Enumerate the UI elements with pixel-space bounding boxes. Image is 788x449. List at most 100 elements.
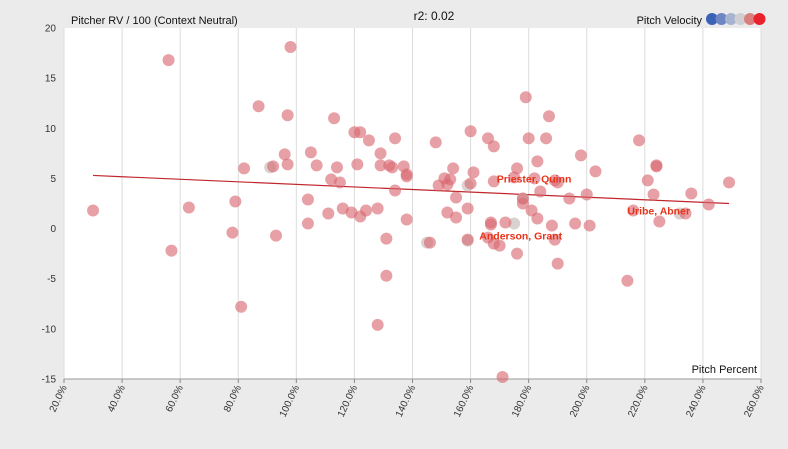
- data-point: [528, 172, 541, 185]
- data-point: [301, 217, 314, 230]
- chart-title: r2: 0.02: [414, 9, 455, 23]
- data-point: [467, 166, 480, 179]
- data-point: [542, 110, 555, 123]
- data-point: [685, 187, 698, 200]
- data-point: [360, 204, 373, 217]
- data-point: [229, 195, 242, 208]
- data-point: [516, 197, 529, 210]
- player-label: Uribe, Abner: [627, 206, 690, 218]
- y-tick-label: 20: [45, 24, 57, 35]
- color-legend: [706, 13, 766, 25]
- data-point: [270, 229, 283, 242]
- data-point: [330, 161, 343, 174]
- data-point: [548, 233, 561, 246]
- data-point: [569, 217, 582, 230]
- data-point: [641, 174, 654, 187]
- data-point: [551, 257, 564, 270]
- x-axis-title: Pitch Percent: [692, 364, 757, 376]
- data-point: [531, 212, 544, 225]
- data-point: [267, 160, 280, 173]
- data-point: [284, 41, 297, 54]
- y-tick-label: 5: [50, 174, 56, 185]
- data-point: [447, 162, 460, 175]
- data-point: [333, 176, 346, 189]
- x-tick-label: 160.0%: [452, 384, 476, 419]
- color-legend-title: Pitch Velocity: [637, 15, 703, 27]
- data-point: [519, 91, 532, 104]
- data-point: [226, 226, 239, 239]
- data-point: [450, 211, 463, 224]
- data-point: [444, 173, 457, 186]
- trendline: [93, 174, 730, 205]
- data-point: [351, 158, 364, 171]
- data-point: [679, 207, 692, 220]
- data-point: [650, 160, 663, 173]
- x-tick-label: 120.0%: [336, 384, 360, 419]
- y-tick-label: 15: [45, 74, 57, 85]
- x-tick-label: 260.0%: [742, 384, 766, 419]
- data-point: [627, 204, 640, 217]
- data-point: [423, 236, 436, 249]
- data-point: [386, 161, 399, 174]
- data-point: [371, 318, 384, 331]
- x-tick-label: 140.0%: [394, 384, 418, 419]
- data-point: [484, 218, 497, 231]
- data-point: [304, 146, 317, 159]
- data-point: [464, 177, 477, 190]
- y-tick-label: 0: [50, 224, 56, 235]
- data-point: [511, 162, 524, 175]
- data-point: [374, 147, 387, 160]
- annotations-layer: Priester, Quinn Anderson, Grant Uribe, Abn…: [479, 173, 690, 242]
- data-point: [583, 219, 596, 232]
- data-point: [499, 216, 512, 229]
- legend-swatch: [725, 13, 737, 25]
- data-point: [281, 158, 294, 171]
- data-point: [508, 171, 521, 184]
- x-tick-label: 220.0%: [626, 384, 650, 419]
- data-point: [301, 193, 314, 206]
- data-point: [87, 204, 100, 217]
- y-tick-label: -10: [42, 324, 57, 335]
- grid: [63, 28, 762, 379]
- data-point: [371, 202, 384, 215]
- legend-swatch: [734, 13, 747, 25]
- data-point: [400, 170, 413, 183]
- x-tick-label: 60.0%: [164, 384, 186, 414]
- data-point: [574, 149, 587, 162]
- y-tick-label: -15: [42, 375, 57, 386]
- data-point: [563, 192, 576, 205]
- data-point: [702, 198, 715, 211]
- data-point: [493, 239, 506, 252]
- y-tick-label: -5: [47, 274, 56, 285]
- data-point: [653, 215, 666, 228]
- data-point: [322, 207, 335, 220]
- data-point: [545, 219, 558, 232]
- data-point: [310, 159, 323, 172]
- data-point: [551, 176, 564, 189]
- x-tick-label: 20.0%: [48, 384, 70, 414]
- data-point-muted: [508, 217, 521, 230]
- x-tick-label: 80.0%: [222, 384, 244, 414]
- data-point: [487, 175, 500, 188]
- data-point: [534, 185, 547, 198]
- data-point: [400, 213, 413, 226]
- data-point: [522, 132, 535, 145]
- data-point: [182, 201, 195, 214]
- data-point: [162, 54, 175, 67]
- data-point: [441, 206, 454, 219]
- data-point: [238, 162, 251, 175]
- data-point: [281, 109, 294, 122]
- data-point: [496, 370, 509, 383]
- data-point: [461, 233, 474, 246]
- y-tick-label: 10: [45, 124, 57, 135]
- legend-swatch: [753, 13, 766, 25]
- legend-swatch: [706, 13, 718, 25]
- data-point: [540, 132, 553, 145]
- data-point: [450, 191, 463, 204]
- data-point: [429, 136, 442, 149]
- x-tick-label: 200.0%: [568, 384, 592, 419]
- data-point: [487, 140, 500, 153]
- data-point: [278, 148, 291, 161]
